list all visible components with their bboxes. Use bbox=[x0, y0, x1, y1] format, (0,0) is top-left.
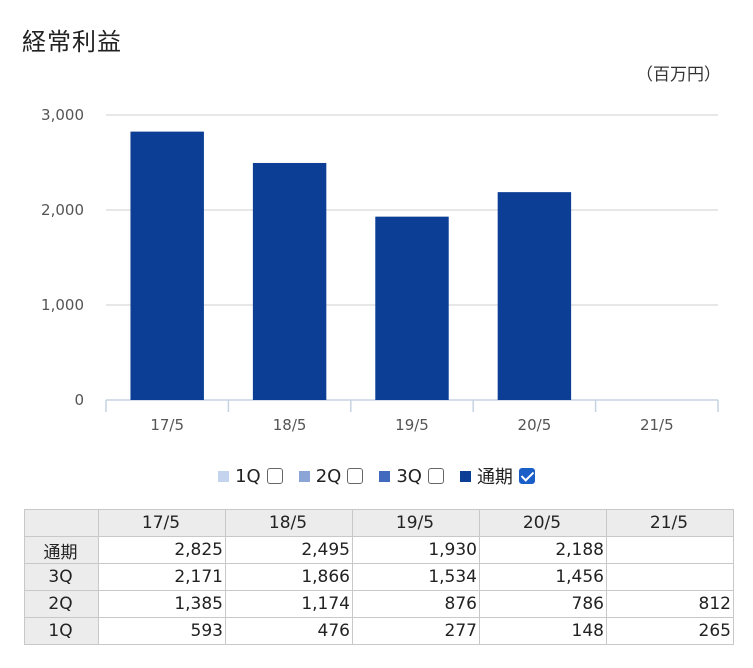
legend-checkbox-full-year[interactable] bbox=[518, 468, 535, 484]
legend-item-1q[interactable]: 1Q bbox=[218, 466, 283, 487]
bar bbox=[130, 131, 204, 400]
x-tick-label: 21/5 bbox=[640, 416, 674, 434]
table-cell: 2,495 bbox=[225, 536, 353, 564]
table-row-label: 通期 bbox=[24, 536, 99, 564]
legend-label-2q: 2Q bbox=[315, 465, 342, 487]
table-row: 3Q 2,171 1,866 1,534 1,456 bbox=[24, 563, 734, 591]
legend-checkbox-2q[interactable] bbox=[347, 468, 364, 484]
table-cell: 1,866 bbox=[225, 563, 353, 591]
legend-swatch-1q bbox=[218, 470, 230, 482]
table-cell bbox=[606, 536, 734, 564]
table-cell: 812 bbox=[606, 590, 734, 618]
table-column-header: 17/5 bbox=[98, 509, 226, 537]
table-cell: 2,825 bbox=[98, 536, 226, 564]
table-cell: 876 bbox=[352, 590, 480, 618]
table-cell: 1,174 bbox=[225, 590, 353, 618]
table-cell: 1,534 bbox=[352, 563, 480, 591]
x-tick-label: 19/5 bbox=[395, 416, 429, 434]
table-cell: 277 bbox=[352, 617, 480, 645]
bar bbox=[497, 192, 572, 400]
legend-label-3q: 3Q bbox=[396, 465, 422, 487]
table-row-label: 3Q bbox=[24, 563, 99, 591]
legend-item-2q[interactable]: 2Q bbox=[298, 465, 364, 487]
x-tick-label: 18/5 bbox=[273, 416, 307, 434]
table-cell: 1,385 bbox=[98, 590, 226, 618]
legend-swatch-3q bbox=[379, 470, 391, 482]
unit-label: （百万円） bbox=[636, 65, 721, 85]
chart-title: 経常利益 bbox=[22, 28, 122, 56]
y-tick-label: 1,000 bbox=[41, 296, 84, 314]
legend-checkbox-3q[interactable] bbox=[427, 468, 444, 484]
bar bbox=[375, 216, 449, 400]
x-tick-label: 20/5 bbox=[518, 416, 552, 434]
table-cell: 148 bbox=[479, 617, 607, 645]
legend-item-3q[interactable]: 3Q bbox=[379, 466, 444, 487]
table-cell: 2,188 bbox=[479, 536, 607, 564]
table-cell: 786 bbox=[479, 590, 607, 618]
legend: 1Q 2Q 3Q 通期 bbox=[0, 463, 753, 489]
table-column-header: 18/5 bbox=[225, 509, 353, 537]
table-cell: 593 bbox=[98, 617, 226, 645]
data-table: 17/5 18/5 19/5 20/5 21/5 通期 2,825 2,495 … bbox=[24, 509, 734, 645]
legend-checkbox-1q[interactable] bbox=[266, 468, 283, 484]
table-cell: 265 bbox=[606, 617, 734, 645]
x-tick-label: 17/5 bbox=[150, 416, 184, 434]
legend-label-full-year: 通期 bbox=[476, 467, 513, 488]
table-column-header: 20/5 bbox=[479, 509, 607, 537]
y-tick-label: 2,000 bbox=[41, 201, 84, 219]
y-tick-label: 0 bbox=[74, 391, 84, 409]
table-cell: 2,171 bbox=[98, 563, 226, 591]
bar-chart: 0 1,000 2,000 3,000 17/5 18/5 19/5 20/5 21/5 bbox=[41, 106, 719, 434]
y-tick-label: 3,000 bbox=[41, 106, 84, 124]
table-cell bbox=[606, 563, 734, 591]
table-header-row: 17/5 18/5 19/5 20/5 21/5 bbox=[24, 509, 734, 537]
legend-swatch-2q bbox=[298, 470, 310, 482]
table-cell: 1,456 bbox=[479, 563, 607, 591]
table-column-header: 21/5 bbox=[606, 509, 734, 537]
legend-label-1q: 1Q bbox=[235, 465, 261, 487]
table-row-label: 2Q bbox=[24, 590, 99, 618]
table-row-label: 1Q bbox=[24, 617, 99, 645]
bar bbox=[252, 162, 327, 400]
table-row: 通期 2,825 2,495 1,930 2,188 bbox=[24, 536, 734, 564]
table-column-header: 19/5 bbox=[352, 509, 480, 537]
table-corner-cell bbox=[24, 509, 99, 537]
table-cell: 476 bbox=[225, 617, 353, 645]
legend-item-full-year[interactable]: 通期 bbox=[459, 463, 535, 489]
table-row: 2Q 1,385 1,174 876 786 812 bbox=[24, 590, 734, 618]
legend-swatch-full-year bbox=[459, 470, 471, 482]
table-cell: 1,930 bbox=[352, 536, 480, 564]
table-row: 1Q 593 476 277 148 265 bbox=[24, 617, 734, 645]
